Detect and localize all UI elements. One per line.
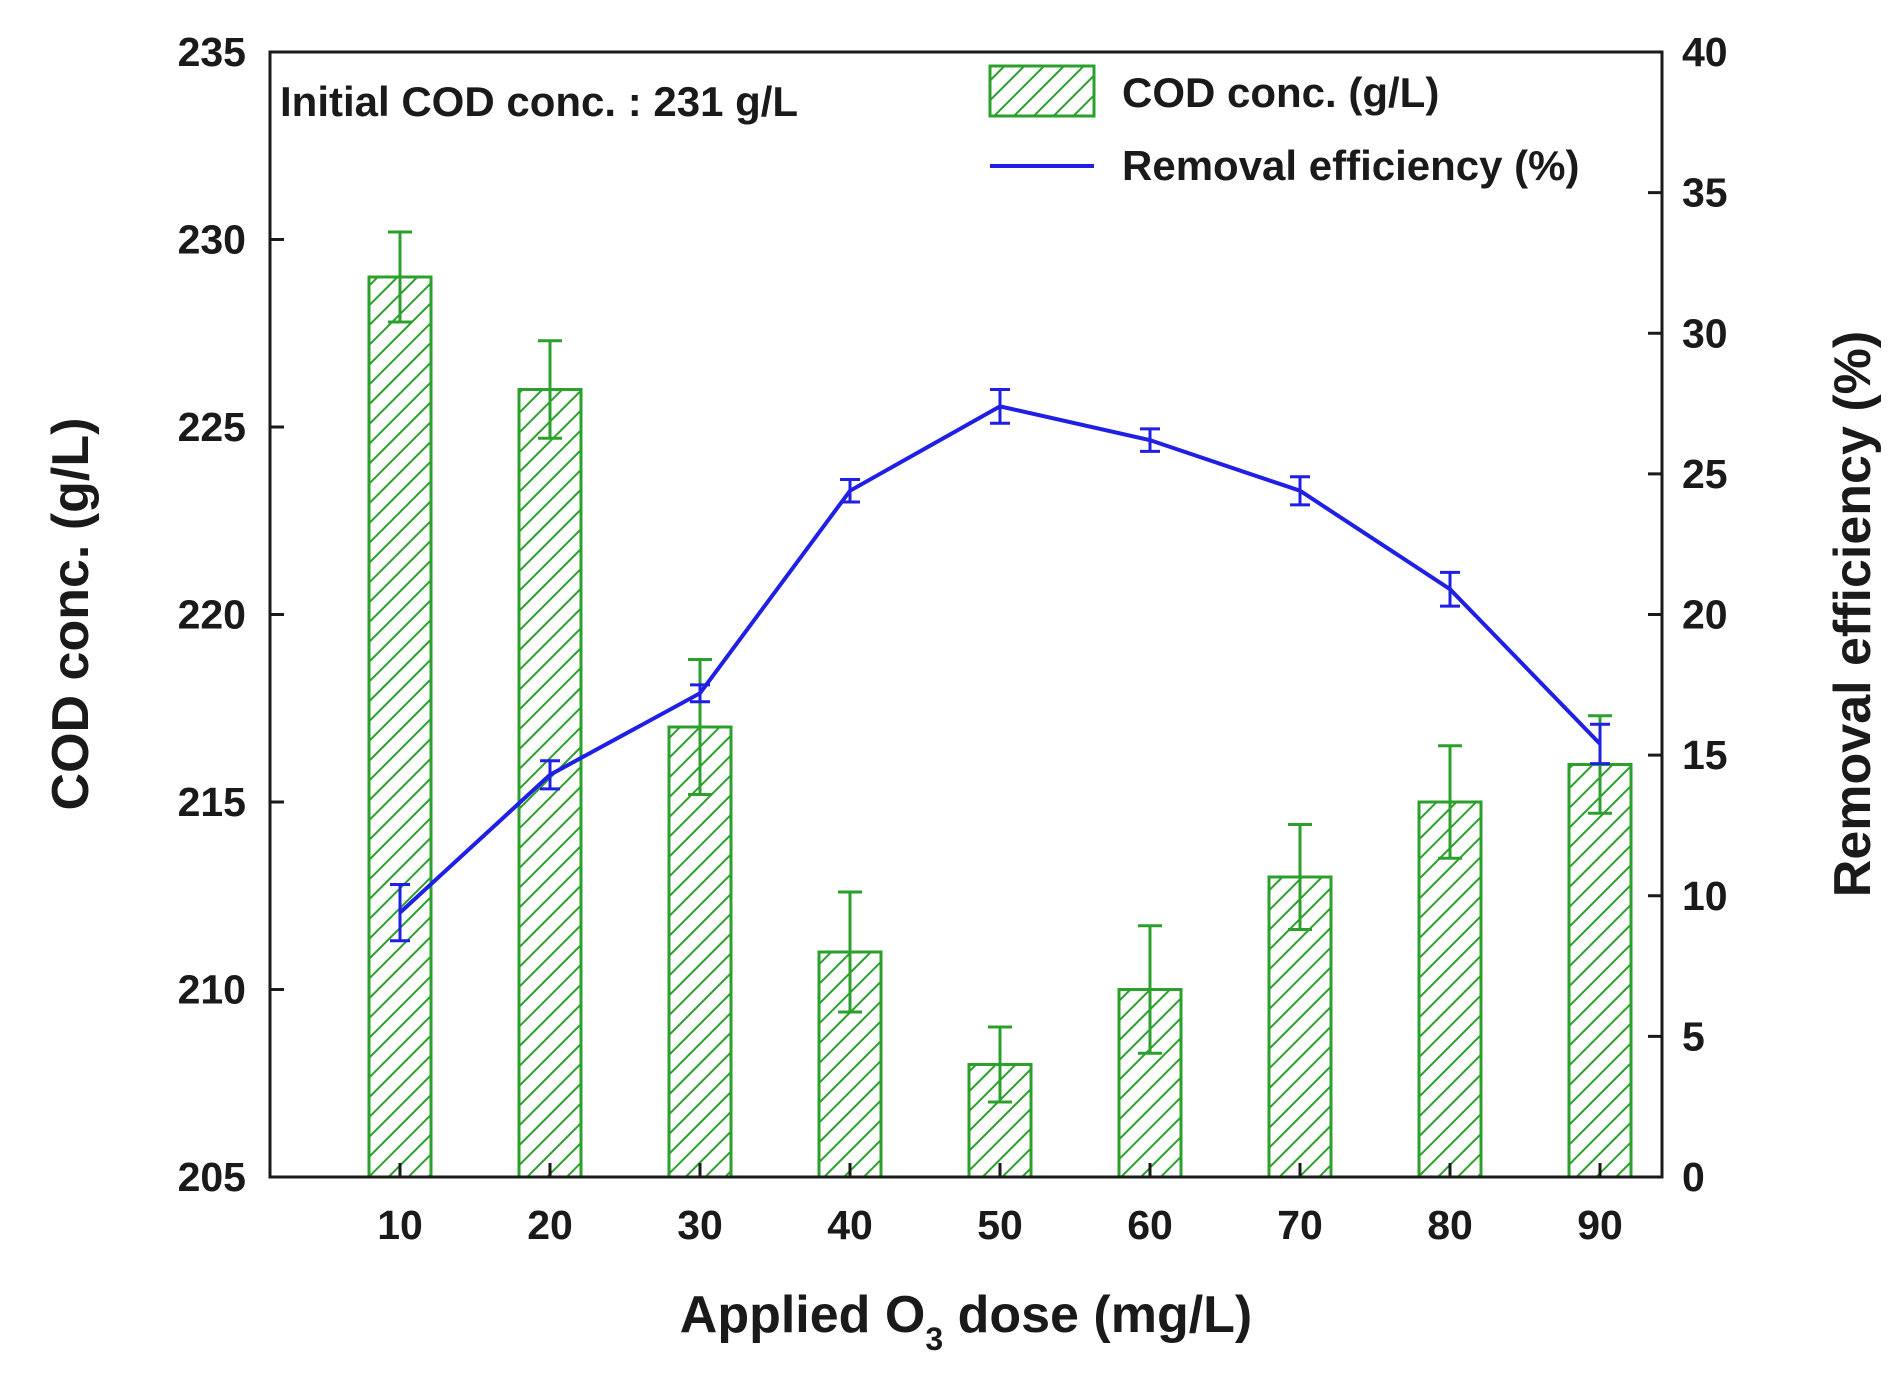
x-tick-label-70: 70 xyxy=(1277,1202,1323,1248)
x-axis-title-prefix: Applied O xyxy=(680,1286,926,1344)
errorbar-removal-80 xyxy=(1440,570,1460,608)
errorbar-cod-80 xyxy=(1438,744,1462,860)
x-tick-label-80: 80 xyxy=(1427,1202,1473,1248)
x-tick-label-60: 60 xyxy=(1127,1202,1173,1248)
x-tick-label-30: 30 xyxy=(677,1202,723,1248)
y-left-tick-label-205: 205 xyxy=(178,1154,246,1200)
x-tick-label-10: 10 xyxy=(377,1202,423,1248)
errorbar-removal-50 xyxy=(990,388,1010,425)
y-right-tick-label-20: 20 xyxy=(1682,592,1728,638)
errorbar-cod-30 xyxy=(688,658,712,796)
bar-cod-80 xyxy=(1417,800,1483,1179)
legend-label-cod: COD conc. (g/L) xyxy=(1122,69,1439,116)
errorbar-cod-70 xyxy=(1288,823,1312,931)
initial-cod-annotation: Initial COD conc. : 231 g/L xyxy=(280,78,798,125)
y-right-tick-label-40: 40 xyxy=(1682,29,1728,75)
legend-swatch-cod xyxy=(988,64,1096,118)
line-layer xyxy=(390,388,1610,943)
errorbar-removal-70 xyxy=(1290,475,1310,507)
x-tick-label-20: 20 xyxy=(527,1202,573,1248)
errorbar-removal-60 xyxy=(1140,427,1160,453)
y-left-tick-label-220: 220 xyxy=(178,592,246,638)
y-right-tick-label-35: 35 xyxy=(1682,170,1728,216)
x-tick-label-50: 50 xyxy=(977,1202,1023,1248)
errorbar-cod-50 xyxy=(988,1025,1012,1104)
y-right-tick-label-15: 15 xyxy=(1682,732,1728,778)
errorbar-removal-10 xyxy=(390,883,410,943)
x-axis-title-subscript: 3 xyxy=(925,1321,943,1357)
y-right-tick-label-0: 0 xyxy=(1682,1154,1705,1200)
errorbar-cod-20 xyxy=(538,339,562,440)
legend-label-removal: Removal efficiency (%) xyxy=(1122,142,1580,189)
bar-cod-10 xyxy=(367,275,433,1179)
y-axis-left-title: COD conc. (g/L) xyxy=(42,418,100,811)
bar-cod-30 xyxy=(667,725,733,1179)
y-left-tick-label-210: 210 xyxy=(178,967,246,1013)
x-tick-label-90: 90 xyxy=(1577,1202,1623,1248)
y-left-tick-label-235: 235 xyxy=(178,29,246,75)
bars-layer xyxy=(367,230,1633,1179)
y-axis-right-title: Removal efficiency (%) xyxy=(1824,331,1882,897)
bar-cod-90 xyxy=(1567,763,1633,1179)
y-right-tick-label-5: 5 xyxy=(1682,1013,1705,1059)
errorbar-removal-20 xyxy=(540,759,560,791)
errorbar-cod-40 xyxy=(838,890,862,1014)
errorbar-cod-60 xyxy=(1138,924,1162,1055)
errorbar-removal-90 xyxy=(1590,722,1610,766)
y-right-tick-label-25: 25 xyxy=(1682,451,1728,497)
y-right-tick-label-30: 30 xyxy=(1682,310,1728,356)
y-left-tick-label-215: 215 xyxy=(178,779,246,825)
errorbar-removal-30 xyxy=(690,683,710,704)
y-left-tick-label-230: 230 xyxy=(178,217,246,263)
y-left-tick-label-225: 225 xyxy=(178,404,246,450)
x-axis-title-suffix: dose (mg/L) xyxy=(943,1286,1252,1344)
legend: COD conc. (g/L) Removal efficiency (%) xyxy=(988,64,1580,189)
errorbar-cod-10 xyxy=(388,230,412,324)
errorbar-removal-40 xyxy=(840,478,860,504)
y-right-tick-label-10: 10 xyxy=(1682,873,1728,919)
x-tick-label-40: 40 xyxy=(827,1202,873,1248)
ticks-layer: 205 210 215 220 225 230 235 0 5 10 15 20 25 30 35 40 10 2… xyxy=(178,29,1728,1248)
x-axis-title: Applied O3 dose (mg/L) xyxy=(680,1286,1252,1357)
